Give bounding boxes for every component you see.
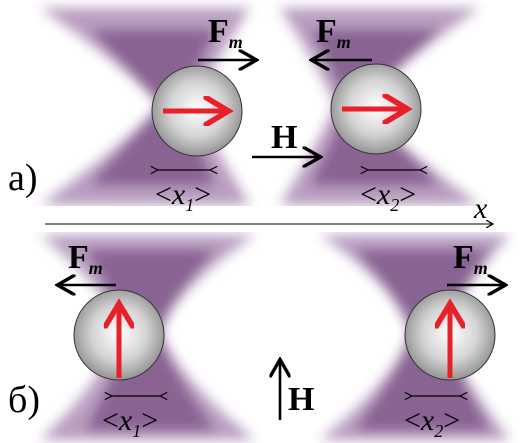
force-label-a-left: Fm bbox=[208, 13, 243, 52]
panel-label-b: б) bbox=[8, 379, 40, 421]
field-label-a: H bbox=[271, 119, 297, 156]
force-label-b-left: Fm bbox=[68, 239, 103, 278]
position-label-b-left: <x1> bbox=[102, 404, 158, 441]
position-label-a-left: <x1> bbox=[155, 178, 211, 215]
x-axis-label: x bbox=[473, 192, 488, 225]
position-label-b-right: <x2> bbox=[404, 404, 460, 441]
force-label-a-right: Fm bbox=[316, 13, 351, 52]
panel-label-a: а) bbox=[8, 157, 38, 199]
position-label-a-right: <x2> bbox=[360, 178, 416, 215]
field-label-b: H bbox=[288, 381, 314, 418]
beam-a-right bbox=[280, 8, 480, 205]
panel-separator bbox=[0, 206, 520, 232]
force-label-b-right: Fm bbox=[453, 239, 488, 278]
